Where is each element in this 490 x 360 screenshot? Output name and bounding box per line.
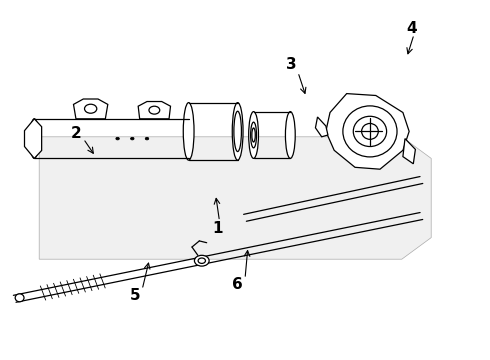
Text: 2: 2 [71, 126, 81, 141]
Text: 4: 4 [406, 21, 417, 36]
Ellipse shape [15, 294, 24, 302]
Polygon shape [39, 137, 431, 259]
Ellipse shape [285, 112, 295, 158]
Text: 1: 1 [213, 221, 223, 236]
Ellipse shape [30, 119, 39, 158]
Text: 3: 3 [286, 57, 297, 72]
Text: 5: 5 [129, 288, 140, 303]
Polygon shape [316, 117, 328, 137]
Polygon shape [138, 102, 171, 119]
Ellipse shape [249, 112, 259, 158]
Ellipse shape [145, 138, 149, 140]
Ellipse shape [232, 103, 243, 160]
Ellipse shape [116, 138, 120, 140]
Polygon shape [74, 99, 108, 119]
Polygon shape [326, 94, 409, 169]
Polygon shape [24, 119, 42, 158]
Ellipse shape [183, 103, 194, 160]
Ellipse shape [195, 255, 209, 266]
Text: 6: 6 [232, 277, 243, 292]
Ellipse shape [130, 138, 134, 140]
Polygon shape [403, 139, 416, 164]
